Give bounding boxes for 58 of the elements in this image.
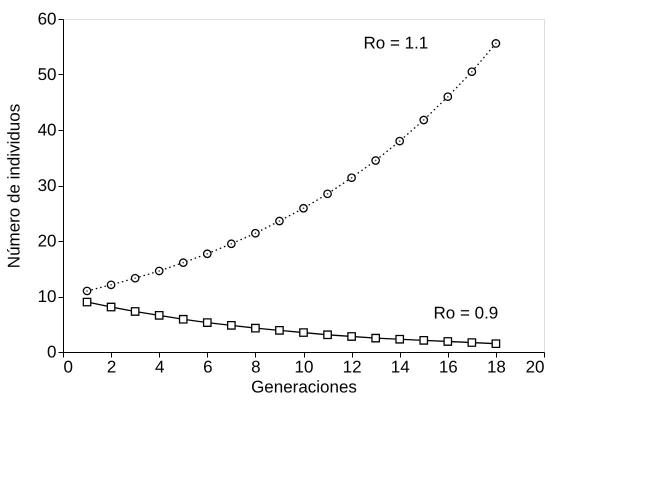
- y-tick-label: 30: [38, 176, 56, 195]
- point: [154, 266, 164, 276]
- point: [395, 334, 404, 344]
- y-axis-title: Número de individuos: [4, 104, 24, 268]
- point: [299, 204, 308, 213]
- x-tick-label: 20: [526, 358, 544, 376]
- x-tick-label: 18: [486, 358, 506, 376]
- point: [419, 116, 428, 124]
- point: [443, 92, 452, 102]
- point: [82, 286, 92, 296]
- point: [492, 339, 500, 348]
- point: [371, 156, 380, 165]
- x-tick-label: 0: [64, 358, 73, 376]
- x-tick-label: 6: [203, 358, 213, 376]
- point: [299, 328, 308, 337]
- text: Ro = 1.1: [364, 33, 428, 52]
- point: [82, 298, 92, 306]
- point: [275, 216, 284, 226]
- x-tick-label: 4: [154, 358, 164, 376]
- y-tick-label: 60: [38, 10, 56, 28]
- x-axis-title: Generaciones: [251, 378, 357, 396]
- point: [202, 249, 212, 258]
- point: [202, 318, 212, 327]
- point: [347, 173, 356, 182]
- point: [251, 228, 260, 238]
- y-tick-label: 50: [38, 65, 56, 84]
- point: [251, 324, 260, 332]
- point: [130, 274, 140, 283]
- y-tick-label: 20: [38, 232, 56, 250]
- point: [347, 332, 356, 341]
- x-tick-label: 8: [251, 358, 261, 376]
- series-label: Ro = 0.9: [434, 304, 498, 323]
- x-tick-label: 2: [106, 358, 116, 376]
- point: [130, 307, 140, 316]
- point: [492, 39, 500, 48]
- point: [226, 321, 236, 330]
- point: [178, 314, 188, 324]
- point: [106, 302, 116, 312]
- point: [395, 136, 404, 146]
- point: [154, 311, 164, 320]
- point: [226, 239, 236, 248]
- point: [275, 326, 284, 335]
- x-tick-label: 16: [438, 358, 458, 376]
- point: [323, 330, 332, 340]
- point: [371, 334, 380, 342]
- point: [467, 67, 476, 76]
- y-tick-label: 40: [38, 120, 56, 140]
- x-tick-label: 12: [342, 358, 362, 376]
- point: [106, 280, 116, 290]
- x-tick-label: 10: [294, 358, 314, 376]
- point: [467, 338, 476, 347]
- point: [419, 336, 428, 345]
- x-tick-label: 14: [390, 358, 410, 376]
- point: [323, 189, 332, 198]
- y-tick-label: 0: [47, 342, 56, 362]
- point: [178, 258, 188, 267]
- point: [443, 337, 452, 346]
- y-tick-label: 10: [38, 287, 56, 306]
